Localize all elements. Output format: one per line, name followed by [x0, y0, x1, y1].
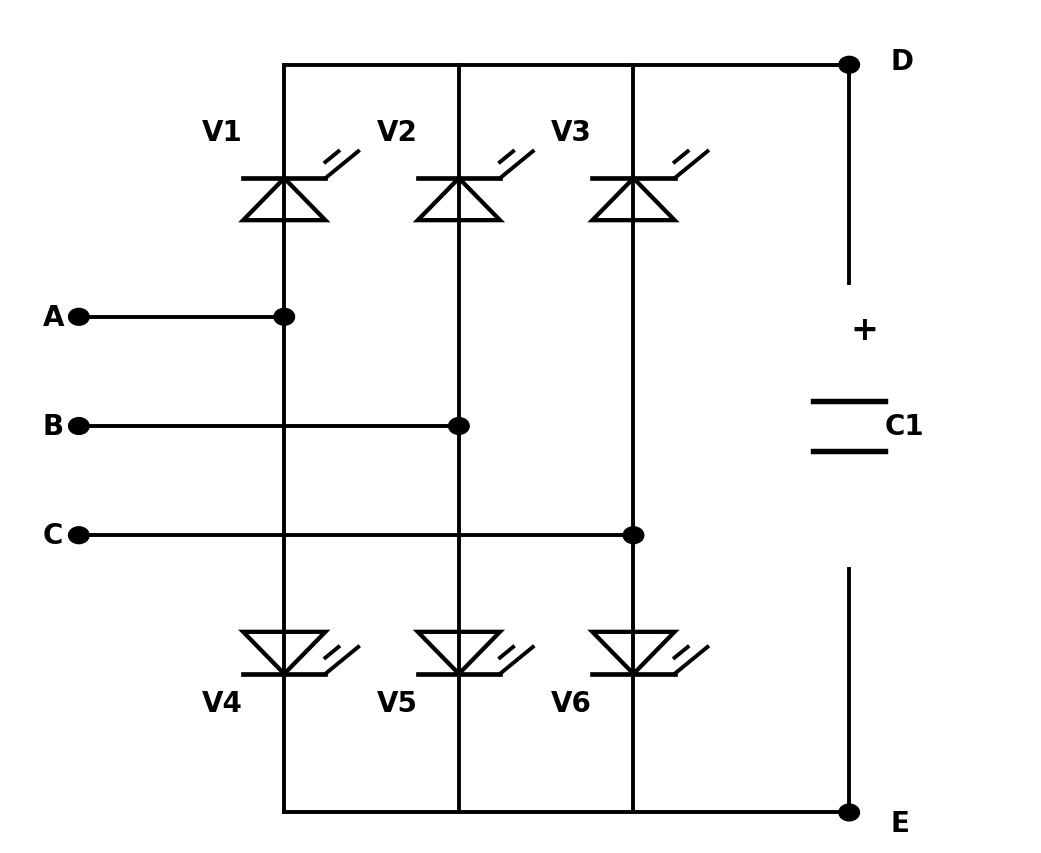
Text: V3: V3	[552, 119, 592, 147]
Text: B: B	[43, 413, 64, 440]
Text: D: D	[890, 48, 913, 75]
Text: V6: V6	[552, 689, 592, 717]
Text: A: A	[43, 304, 65, 332]
Text: E: E	[890, 809, 909, 838]
Text: V1: V1	[202, 119, 243, 147]
Circle shape	[69, 309, 90, 326]
Circle shape	[624, 527, 643, 544]
Text: +: +	[850, 314, 879, 346]
Text: C1: C1	[885, 413, 924, 440]
Text: V2: V2	[377, 119, 417, 147]
Circle shape	[69, 527, 90, 544]
Circle shape	[69, 418, 90, 435]
Circle shape	[839, 57, 860, 74]
Text: C: C	[43, 521, 64, 549]
Circle shape	[449, 418, 469, 435]
Circle shape	[274, 309, 295, 326]
Text: V5: V5	[377, 689, 417, 717]
Circle shape	[839, 804, 860, 821]
Text: V4: V4	[202, 689, 243, 717]
